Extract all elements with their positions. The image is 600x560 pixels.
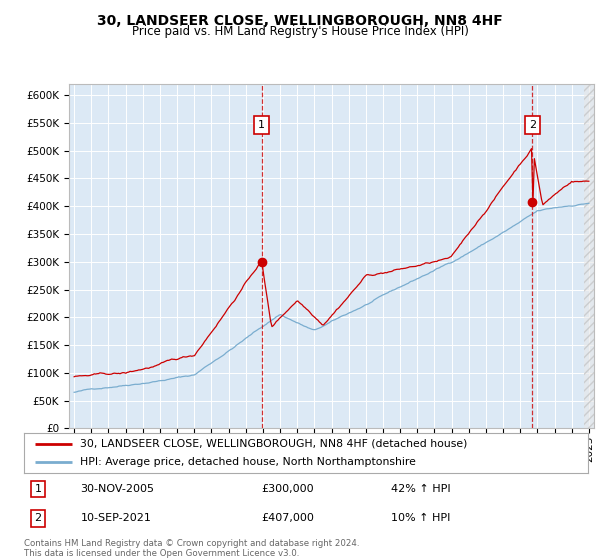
Text: 30-NOV-2005: 30-NOV-2005 bbox=[80, 484, 154, 494]
Text: 30, LANDSEER CLOSE, WELLINGBOROUGH, NN8 4HF: 30, LANDSEER CLOSE, WELLINGBOROUGH, NN8 … bbox=[97, 14, 503, 28]
Text: 2: 2 bbox=[35, 514, 41, 524]
Text: 30, LANDSEER CLOSE, WELLINGBOROUGH, NN8 4HF (detached house): 30, LANDSEER CLOSE, WELLINGBOROUGH, NN8 … bbox=[80, 439, 468, 449]
Text: £300,000: £300,000 bbox=[261, 484, 314, 494]
Text: 10% ↑ HPI: 10% ↑ HPI bbox=[391, 514, 450, 524]
Text: 2: 2 bbox=[529, 120, 536, 130]
Text: 10-SEP-2021: 10-SEP-2021 bbox=[80, 514, 151, 524]
Text: 42% ↑ HPI: 42% ↑ HPI bbox=[391, 484, 450, 494]
Text: HPI: Average price, detached house, North Northamptonshire: HPI: Average price, detached house, Nort… bbox=[80, 458, 416, 467]
Bar bbox=[584, 84, 594, 428]
Text: 1: 1 bbox=[35, 484, 41, 494]
Text: 1: 1 bbox=[258, 120, 265, 130]
Text: £407,000: £407,000 bbox=[261, 514, 314, 524]
Text: Contains HM Land Registry data © Crown copyright and database right 2024.
This d: Contains HM Land Registry data © Crown c… bbox=[24, 539, 359, 558]
Text: Price paid vs. HM Land Registry's House Price Index (HPI): Price paid vs. HM Land Registry's House … bbox=[131, 25, 469, 38]
